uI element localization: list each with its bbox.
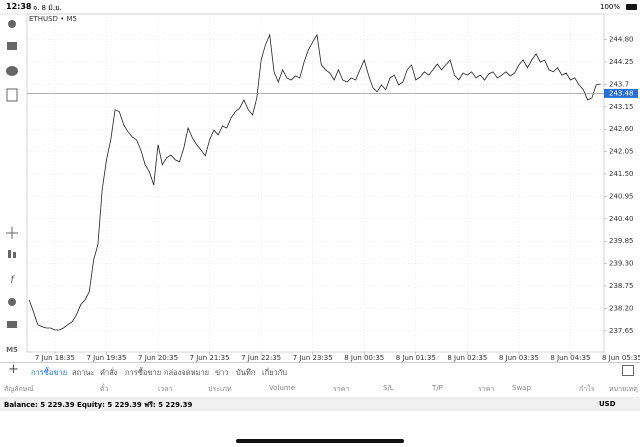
chart-title: ETHUSD • M5 (29, 15, 77, 23)
y-tick-label: 243.7 (609, 80, 629, 88)
objects-icon[interactable] (8, 298, 16, 306)
tab[interactable]: เกี่ยวกับ (262, 368, 288, 377)
battery-icon (626, 4, 637, 10)
plot-frame (26, 13, 605, 353)
y-tick-label: 242.05 (609, 148, 634, 156)
home-indicator (236, 439, 404, 443)
indicator-icon[interactable]: f (10, 275, 15, 286)
y-tick-label: 240.95 (609, 192, 634, 200)
x-tick-label: 7 Jun 22:35 (241, 354, 281, 362)
column-header: กำไร (579, 385, 595, 393)
balance-bar (0, 397, 640, 411)
trade-icon[interactable] (7, 42, 17, 50)
add-button[interactable]: + (8, 362, 19, 377)
y-tick-label: 238.20 (609, 304, 634, 312)
status-date: จ. 8 มิ.ย. (33, 4, 62, 12)
y-tick-label: 241.50 (609, 170, 634, 178)
column-header: ราคา (478, 385, 495, 393)
column-header: เวลา (158, 385, 173, 393)
column-header: Swap (512, 384, 531, 392)
column-header: T/P (432, 384, 443, 392)
column-header: ตั๋ว (100, 385, 109, 393)
x-tick-label: 7 Jun 19:35 (86, 354, 126, 362)
y-tick-label: 238.75 (609, 282, 634, 290)
status-time: 12:38 (6, 2, 32, 11)
y-tick-label: 243.15 (609, 103, 634, 111)
x-tick-label: 8 Jun 04:35 (550, 354, 590, 362)
x-tick-label: 7 Jun 18:35 (35, 354, 75, 362)
chat-icon[interactable] (6, 66, 18, 76)
new-chart-icon[interactable] (6, 88, 18, 102)
chart: f M5 ETHUSD • M5 237.65 238.20 238.75 239.3… (0, 13, 640, 362)
crosshair-icon[interactable] (6, 227, 18, 239)
tab[interactable]: คำสั่ง (100, 368, 118, 377)
x-tick-label: 7 Jun 20:35 (138, 354, 178, 362)
y-tick-label: 239.30 (609, 260, 634, 268)
x-tick-label: 8 Jun 03:35 (499, 354, 539, 362)
tab[interactable]: กล่องจดหมาย (164, 368, 210, 377)
y-tick-label: 237.65 (609, 327, 634, 335)
column-header: ราคา (333, 385, 350, 393)
y-tick-label: 239.85 (609, 237, 634, 245)
column-header: ประเภท (208, 385, 232, 393)
account-icon[interactable] (8, 20, 16, 28)
x-tick-label: 7 Jun 23:35 (293, 354, 333, 362)
tab[interactable]: ข่าว (215, 368, 229, 377)
column-header: หมายเหตุ (609, 385, 638, 393)
template-icon[interactable] (7, 321, 17, 328)
column-header: S/L (383, 384, 394, 392)
x-tick-label: 8 Jun 00:35 (344, 354, 384, 362)
candles-icon[interactable] (13, 252, 16, 258)
column-header: Volume (269, 384, 296, 392)
layout-icon[interactable] (622, 365, 634, 376)
column-header: สัญลักษณ์ (4, 385, 34, 393)
current-price-label: 243.48 (609, 89, 634, 97)
x-tick-label: 7 Jun 21:35 (190, 354, 230, 362)
currency: USD (599, 400, 616, 408)
status-battery: 100% (600, 3, 621, 11)
tab[interactable]: การซื้อขาย (125, 368, 162, 377)
price-line (28, 33, 601, 331)
divider (0, 362, 640, 363)
x-tick-label: 8 Jun 01:35 (396, 354, 436, 362)
toolbar: f (6, 20, 18, 328)
balance: Balance: 5 229.39 Equity: 5 229.39 ฟรี: … (4, 401, 193, 409)
tab[interactable]: การซื้อขาย (31, 368, 68, 377)
tab[interactable]: บันทึก (236, 368, 256, 377)
x-tick-label: 8 Jun 02:35 (447, 354, 487, 362)
current-price-badge (604, 88, 638, 98)
candles-icon[interactable] (8, 250, 11, 258)
y-tick-label: 240.40 (609, 215, 634, 223)
x-tick-label: 8 Jun 05:35 (602, 354, 640, 362)
y-tick-label: 244.25 (609, 58, 634, 66)
y-tick-label: 244.80 (609, 36, 634, 44)
period-button[interactable]: M5 (6, 346, 18, 354)
tab[interactable]: สถานะ (72, 368, 95, 377)
y-tick-label: 242.60 (609, 125, 634, 133)
